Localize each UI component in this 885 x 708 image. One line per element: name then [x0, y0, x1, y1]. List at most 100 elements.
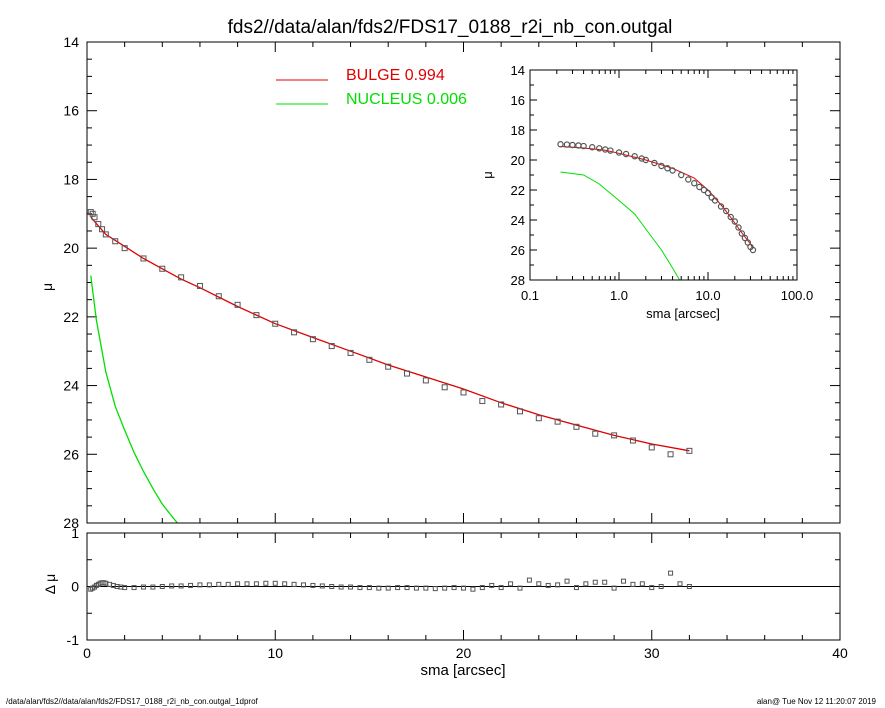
residual-point: [517, 585, 523, 591]
residual-point: [150, 584, 156, 590]
data-point: [404, 370, 411, 377]
data-point: [535, 415, 542, 422]
data-point: [253, 312, 260, 319]
data-point: [441, 384, 448, 391]
inset-x-tick-label: 1.0: [610, 288, 628, 303]
residual-y-tick-label: 1: [71, 525, 79, 541]
residual-point: [140, 584, 146, 590]
inset-x-tick-label: 10.0: [695, 288, 720, 303]
inset-y-tick-label: 20: [511, 153, 525, 168]
inset-data-point: [700, 186, 708, 194]
residual-point: [630, 581, 636, 587]
inset-y-axis-label: μ: [480, 171, 495, 179]
inset-data-point: [589, 144, 596, 151]
data-point: [592, 430, 599, 437]
inset-data-point: [722, 207, 730, 215]
residual-point: [188, 582, 194, 588]
inset-series: [557, 141, 757, 281]
inset-data-point: [685, 176, 692, 183]
data-point: [366, 356, 373, 363]
residual-x-tick-label: 30: [644, 645, 660, 661]
inset-data-point: [731, 218, 738, 225]
residual-point: [395, 585, 401, 591]
residual-x-tick-label: 40: [832, 645, 848, 661]
main-series: [87, 209, 693, 524]
data-point: [648, 444, 655, 451]
inset-data-point: [557, 141, 564, 148]
data-point: [99, 226, 106, 233]
data-point: [498, 401, 505, 408]
inset-data-point: [727, 213, 734, 221]
residual-point: [159, 584, 165, 589]
data-point: [102, 231, 109, 238]
data-point: [112, 238, 119, 245]
inset-y-tick-label: 18: [511, 123, 525, 138]
data-point: [121, 245, 128, 252]
data-point: [215, 293, 222, 300]
inset-data-point: [691, 180, 698, 187]
inset-data-point: [744, 239, 751, 246]
inset-y-tick-label: 24: [511, 213, 525, 228]
residual-point: [206, 582, 212, 588]
residual-point: [404, 585, 410, 591]
residual-point: [536, 581, 542, 587]
main-y-tick-label: 20: [63, 240, 79, 256]
residual-point: [197, 582, 203, 588]
data-point: [460, 389, 467, 396]
residual-plot-frame: [86, 532, 841, 641]
main-plot: 14 16 18 20 22 24 26 28 BULGE 0.994 NUCLEUS 0.00…: [39, 34, 841, 531]
inset-line-nucleus: [560, 171, 681, 281]
residual-point: [489, 582, 495, 588]
data-point: [95, 221, 102, 228]
data-point: [309, 336, 316, 343]
series-line-nucleus: [90, 275, 178, 524]
residual-point: [282, 581, 288, 587]
residual-point: [555, 582, 561, 588]
inset-data-point: [596, 145, 603, 152]
inset-data-point: [664, 165, 671, 172]
residual-point: [253, 581, 259, 587]
residual-point: [329, 584, 335, 589]
residual-point: [508, 581, 514, 587]
residual-point: [338, 584, 344, 590]
residual-point: [263, 580, 269, 586]
residual-point: [545, 582, 551, 588]
inset-data-point: [669, 167, 676, 174]
residual-point: [602, 579, 608, 585]
inset-x-tick-label: 100.0: [781, 288, 814, 303]
residual-point: [366, 585, 372, 591]
residual-point: [498, 585, 504, 591]
inset-plot-frame: [529, 69, 798, 281]
residual-point: [592, 579, 598, 585]
inset-x-axis-label: sma [arcsec]: [646, 306, 720, 321]
residual-point: [461, 585, 466, 591]
inset-data-point: [658, 162, 665, 170]
inset-data-point: [678, 171, 685, 179]
residual-point: [658, 584, 664, 589]
residual-point: [131, 585, 137, 591]
residual-point: [573, 585, 579, 591]
series-line-bulge: [90, 216, 690, 452]
residual-point: [479, 585, 485, 591]
residual-point: [686, 584, 692, 589]
inset-data-point: [717, 203, 725, 210]
inset-x-tick-label: 0.1: [521, 288, 539, 303]
residual-point: [225, 581, 231, 587]
data-point: [87, 209, 94, 216]
inset-y-tick-label: 22: [511, 183, 525, 198]
residual-point: [169, 583, 175, 589]
legend: BULGE 0.994 NUCLEUS 0.006: [276, 67, 467, 108]
residual-point: [668, 570, 674, 576]
inset-data-point: [704, 189, 712, 197]
data-point: [291, 329, 298, 336]
inset-y-tick-label: 28: [511, 273, 525, 288]
main-plot-frame: [86, 41, 841, 524]
inset-data-point: [749, 246, 757, 254]
residual-point: [432, 586, 438, 592]
inset-data-point: [642, 156, 649, 164]
residual-y-axis-label: Δ μ: [42, 574, 58, 595]
main-y-tick-label: 28: [63, 515, 79, 531]
residual-point: [235, 581, 241, 587]
residual-point: [526, 577, 532, 583]
